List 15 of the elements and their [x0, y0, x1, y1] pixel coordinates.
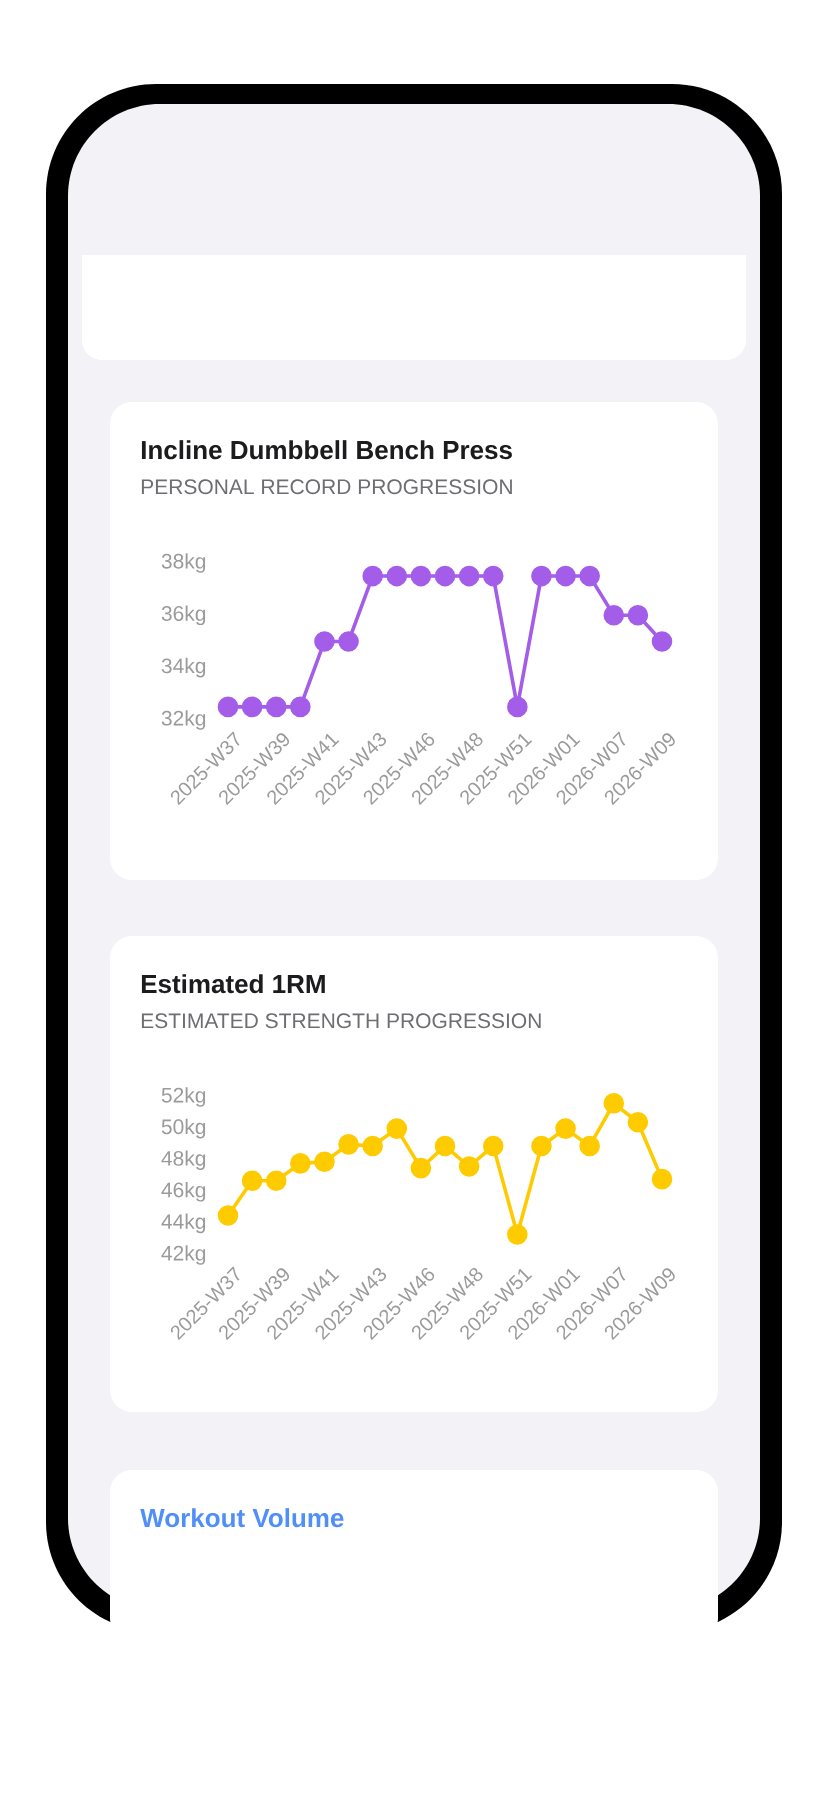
chart-title: Estimated 1RM [141, 974, 325, 994]
chart-subtitle: PERSONAL RECORD PROGRESSION [141, 479, 512, 495]
text: Workout Volume [140, 1508, 344, 1528]
y-tick-label: 46kg [161, 1182, 206, 1202]
y-tick-label: 42kg [161, 1245, 206, 1265]
y-tick-label: 52kg [161, 1087, 206, 1107]
y-tick-label: 38kg [161, 553, 206, 573]
y-tick-label: 32kg [161, 710, 206, 730]
y-tick-label: 34kg [161, 657, 206, 678]
chart-title: Incline Dumbbell Bench Press [141, 440, 512, 460]
chart-subtitle: ESTIMATED STRENGTH PROGRESSION [141, 1013, 541, 1029]
y-tick-label: 44kg [161, 1213, 206, 1234]
y-tick-label: 48kg [161, 1150, 206, 1170]
y-tick-label: 36kg [161, 605, 206, 626]
y-tick-label: 50kg [161, 1118, 206, 1139]
